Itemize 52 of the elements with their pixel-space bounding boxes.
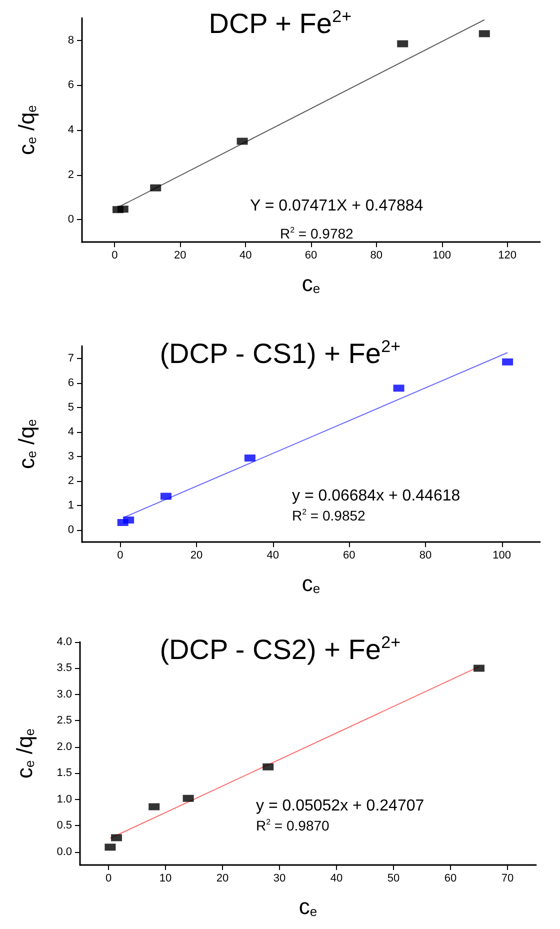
x-tick-label: 70 — [501, 872, 514, 884]
y-tick-label: 1.0 — [56, 793, 72, 806]
x-tick-label: 80 — [370, 250, 383, 262]
x-tick-label: 50 — [387, 872, 400, 884]
x-tick-label: 80 — [419, 550, 432, 562]
annotation: y = 0.06684x + 0.44618 — [292, 488, 460, 504]
x-tick-label: 40 — [330, 872, 343, 884]
x-tick-label: 40 — [239, 250, 252, 262]
x-tick-label: 100 — [432, 250, 452, 262]
y-tick-label: 5 — [68, 401, 74, 414]
x-tick-label: 10 — [159, 872, 172, 884]
x-tick-label: 0 — [105, 872, 112, 884]
x-axis-title: ce — [302, 571, 320, 596]
x-tick-label: 20 — [216, 872, 229, 884]
y-tick-label: 3.0 — [56, 688, 72, 700]
y-tick-label: 0.0 — [56, 846, 72, 858]
annotation: Y = 0.07471X + 0.47884 — [250, 198, 424, 214]
y-tick-label: 2 — [68, 474, 74, 487]
x-tick-label: 0 — [117, 550, 124, 562]
y-tick-label: 8 — [68, 34, 74, 46]
x-axis-title: ce — [302, 271, 320, 296]
y-tick-label: 0.5 — [56, 820, 72, 832]
x-axis-title: ce — [298, 894, 318, 919]
x-tick-label: 0 — [112, 250, 118, 262]
y-tick-label: 6 — [68, 376, 74, 389]
x-tick-label: 20 — [190, 550, 203, 562]
x-tick-label: 20 — [174, 250, 186, 262]
x-tick-label: 60 — [304, 250, 318, 262]
x-tick-label: 60 — [444, 872, 457, 884]
y-tick-label: 6 — [68, 79, 74, 92]
x-tick-label: 100 — [492, 550, 512, 562]
x-tick-label: 30 — [273, 872, 286, 884]
x-tick-label: 60 — [343, 550, 356, 562]
y-axis-title: ce /qe — [12, 728, 38, 778]
y-tick-label: 4.0 — [56, 636, 72, 648]
y-tick-label: 4 — [68, 124, 74, 136]
y-tick-label: 1 — [68, 499, 74, 512]
x-tick-label: 120 — [498, 250, 516, 262]
y-tick-label: 1.5 — [56, 767, 72, 780]
annotation: y = 0.05052x + 0.24707 — [256, 798, 424, 814]
y-tick-label: 4 — [68, 426, 74, 438]
x-tick-label: 40 — [266, 550, 279, 562]
y-axis-title: ce /qe — [14, 105, 40, 156]
y-tick-label: 2.0 — [56, 740, 72, 753]
y-tick-label: 0 — [68, 214, 74, 226]
y-tick-label: 3 — [68, 450, 74, 462]
y-tick-label: 2.5 — [56, 714, 72, 727]
y-tick-label: 2 — [68, 168, 74, 181]
y-axis-title: ce /qe — [14, 419, 40, 470]
y-tick-label: 0 — [68, 524, 74, 536]
y-tick-label: 3.5 — [56, 662, 72, 674]
y-tick-label: 7 — [68, 352, 74, 364]
